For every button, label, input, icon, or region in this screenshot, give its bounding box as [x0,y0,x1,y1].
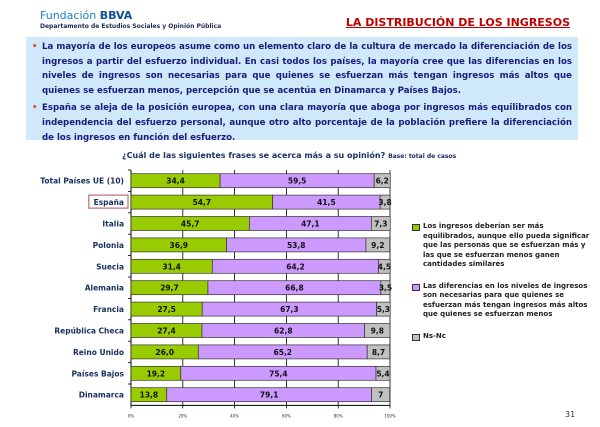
data-label: 66,8 [285,284,304,293]
x-tick-label: 0% [128,413,135,418]
x-tick-label: 100% [384,413,396,418]
bullet-1: La mayoría de los europeos asume como un… [32,40,572,98]
data-label: 59,5 [288,177,307,186]
legend-item-diferencias: Las diferencias en los niveles de ingres… [412,282,597,320]
data-label: 5,4 [376,369,389,378]
data-label: 65,2 [274,348,293,357]
category-label: Total Países UE (10) [40,177,124,186]
data-label: 47,1 [301,220,320,229]
legend-label: Las diferencias en los niveles de ingres… [423,281,588,319]
category-label: Francia [93,305,124,314]
legend-label: Ns-Nc [423,331,446,340]
data-label: 9,2 [371,241,384,250]
legend-item-equilibrados: Los ingresos deberían ser más equilibrad… [412,222,597,270]
data-label: 5,3 [377,305,390,314]
summary-box: La mayoría de los europeos asume como un… [26,37,578,143]
data-label: 64,2 [286,262,305,271]
x-tick-label: 80% [334,413,343,418]
category-label: Países Bajos [71,369,124,378]
legend: Los ingresos deberían ser más equilibrad… [412,222,597,353]
data-label: 53,8 [287,241,306,250]
bar-segment [371,387,391,403]
chart-base: Base: total de casos [388,153,457,160]
fundacion-bbva-logo: Fundación BBVA Departamento de Estudios … [40,9,221,30]
highlight-box [88,194,129,209]
data-label: 9,8 [371,327,384,336]
data-label: 62,8 [274,327,293,336]
bar-segment [365,237,391,253]
data-label: 31,4 [162,262,181,271]
chart-title: ¿Cuál de las siguientes frases se acerca… [122,151,456,160]
logo-brand: BBVA [99,9,133,22]
data-label: 13,8 [140,391,159,400]
legend-swatch [412,224,420,231]
legend-item-nsnc: Ns-Nc [412,332,597,342]
slide-title: LA DISTRIBUCIÓN DE LOS INGRESOS [345,16,570,29]
legend-label: Los ingresos deberían ser más equilibrad… [423,222,590,268]
category-label: Alemania [85,284,124,293]
data-label: 27,5 [157,305,176,314]
bar-segment [376,301,391,317]
bar-segment [371,216,391,231]
x-tick-label: 20% [178,413,187,418]
chart-question: ¿Cuál de las siguientes frases se acerca… [122,151,386,160]
data-label: 34,4 [166,177,185,186]
bullet-2: España se aleja de la posición europea, … [32,101,572,145]
bar-segment [366,344,391,360]
bar-segment [364,323,391,338]
category-label: Italia [102,220,124,229]
data-label: 79,1 [260,391,279,400]
category-label: Suecia [96,262,124,271]
data-label: 4,5 [378,262,391,271]
data-label: 7 [378,391,383,400]
data-label: 36,9 [170,241,189,250]
data-label: 3,8 [378,198,391,207]
x-tick-label: 60% [282,413,291,418]
category-label: Dinamarca [79,391,124,400]
logo-prefix: Fundación [40,9,97,22]
category-label: Polonia [93,241,124,250]
data-label: 8,7 [372,348,385,357]
category-label: República Checa [54,327,124,336]
page-number: 31 [565,410,576,419]
legend-swatch [412,333,420,341]
bar-segment [380,280,391,296]
data-label: 54,7 [193,198,212,207]
bar-segment [378,258,391,274]
data-label: 6,2 [376,177,389,186]
data-label: 7,3 [374,220,387,229]
data-label: 41,5 [317,198,336,207]
department-name: Departamento de Estudios Sociales y Opin… [40,23,222,30]
data-label: 27,4 [157,327,176,336]
data-label: 3,5 [379,284,392,293]
data-label: 75,4 [269,369,288,378]
data-label: 26,0 [155,348,174,357]
bar-segment [375,365,391,381]
category-label: Reino Unido [73,348,124,357]
bar-segment [373,173,391,189]
bar-segment [379,194,391,210]
x-tick-label: 40% [230,413,239,418]
data-label: 45,7 [181,220,200,229]
data-label: 19,2 [147,369,166,378]
data-label: 67,3 [280,305,299,314]
data-label: 29,7 [160,284,179,293]
category-label: España [94,198,124,207]
legend-swatch [412,283,420,291]
